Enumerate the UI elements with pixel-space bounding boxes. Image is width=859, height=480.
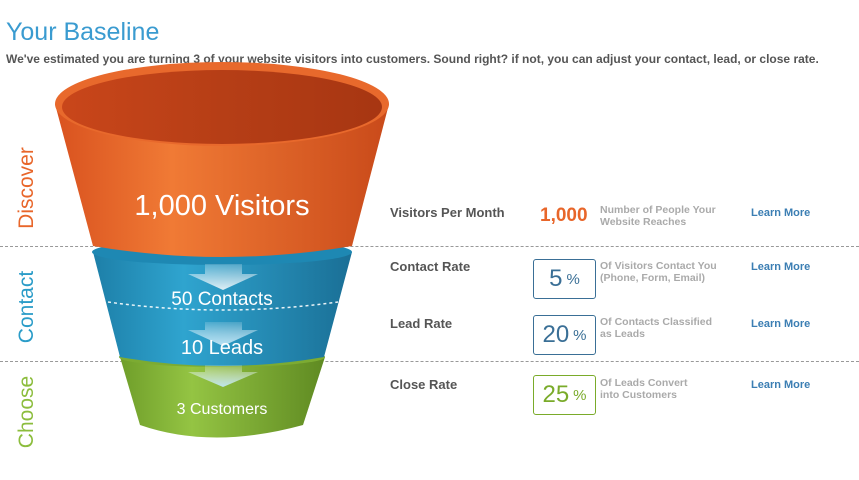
stage-choose-label: Choose: [15, 375, 38, 449]
lead-rate-description: Of Contacts Classified as Leads: [600, 316, 713, 340]
divider-discover-contact: [0, 246, 859, 247]
contact-rate-value: 5: [549, 265, 563, 292]
lead-rate-input[interactable]: 20 %: [533, 315, 596, 355]
close-rate-input[interactable]: 25 %: [533, 375, 596, 415]
arrow-visitors-to-contacts: [188, 264, 258, 290]
close-rate-value: 25: [542, 381, 570, 408]
contact-rate-percent: %: [566, 270, 580, 288]
funnel-contacts-label: 50 Contacts: [171, 289, 273, 310]
contact-rate-learn-more-link[interactable]: Learn More: [751, 261, 811, 273]
contact-rate-input[interactable]: 5 %: [533, 259, 596, 299]
lead-rate-percent: %: [573, 326, 587, 344]
arrow-leads-to-customers: [188, 365, 258, 387]
visitors-description: Number of People Your Website Reaches: [600, 204, 716, 228]
stage-contact-label: Contact: [15, 270, 38, 344]
visitors-per-month-value: 1,000: [540, 205, 588, 226]
funnel-customers-label: 3 Customers: [176, 401, 268, 418]
close-rate-percent: %: [573, 386, 587, 404]
page-title: Your Baseline: [6, 18, 160, 46]
contact-rate-label: Contact Rate: [390, 259, 471, 274]
funnel-visitors-label: 1,000 Visitors: [134, 190, 310, 222]
stage-discover-label: Discover: [15, 147, 38, 229]
funnel-leads-label: 10 Leads: [180, 337, 264, 359]
contact-rate-description: Of Visitors Contact You (Phone, Form, Em…: [600, 260, 717, 284]
visitors-learn-more-link[interactable]: Learn More: [751, 207, 811, 219]
visitors-per-month-label: Visitors Per Month: [390, 205, 505, 220]
close-rate-description: Of Leads Convert into Customers: [600, 377, 688, 401]
divider-contact-choose: [0, 361, 859, 362]
close-rate-label: Close Rate: [390, 377, 458, 392]
page-subtitle: We've estimated you are turning 3 of you…: [6, 52, 819, 66]
lead-rate-label: Lead Rate: [390, 316, 453, 331]
close-rate-learn-more-link[interactable]: Learn More: [751, 379, 811, 391]
lead-rate-learn-more-link[interactable]: Learn More: [751, 318, 811, 330]
funnel-orange-section: [55, 62, 389, 257]
lead-rate-value: 20: [542, 321, 570, 348]
